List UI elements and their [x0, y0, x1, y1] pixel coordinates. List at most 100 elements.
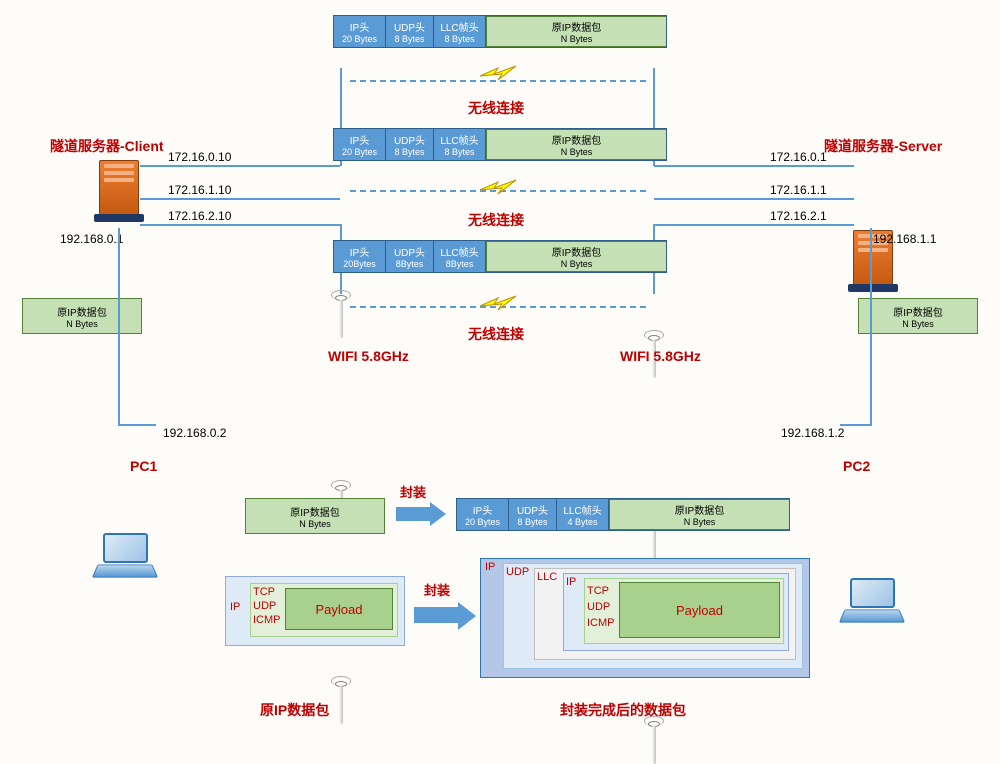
client-lan-ip: 192.168.0.1	[60, 232, 123, 246]
bolt-icon	[478, 62, 518, 86]
pc1-label: PC1	[130, 458, 157, 474]
line-link2-r	[654, 224, 854, 226]
seg: N Bytes	[299, 519, 331, 529]
seg: 8 Bytes	[444, 34, 474, 44]
seg: 8Bytes	[396, 259, 424, 269]
payload-label: Payload	[316, 602, 363, 617]
seg: 8 Bytes	[394, 147, 424, 157]
seg: UDP头	[394, 244, 425, 259]
icmp-label: ICMP	[253, 614, 281, 626]
bottom-orig-packet: 原IP数据包 N Bytes	[245, 498, 385, 534]
orig-h: 原IP数据包	[57, 304, 106, 319]
seg: LLC帧头	[563, 502, 601, 517]
bolt-icon	[478, 176, 518, 200]
line-link2-l	[140, 224, 340, 226]
encap-label-2: 封装	[424, 580, 450, 599]
seg: UDP头	[394, 19, 425, 34]
ip-s1: 172.16.1.1	[770, 183, 827, 197]
wireless-2: 无线连接	[468, 324, 524, 344]
pc2-ip: 192.168.1.2	[781, 426, 841, 440]
orig-packet-left: 原IP数据包 N Bytes	[22, 298, 142, 334]
seg: UDP头	[394, 132, 425, 147]
seg: 20Bytes	[343, 259, 376, 269]
udp-in-label: UDP	[587, 601, 610, 613]
seg: 原IP数据包	[552, 132, 601, 147]
icmp-in-label: ICMP	[587, 617, 615, 629]
seg: 原IP数据包	[552, 19, 601, 34]
arrow-encap-1	[396, 502, 446, 526]
seg: 20 Bytes	[342, 34, 377, 44]
llc-out-label: LLC	[537, 571, 557, 583]
nested-left: IP TCP UDP ICMP Payload	[225, 576, 405, 646]
seg: IP头	[350, 132, 369, 147]
seg: 原IP数据包	[290, 504, 339, 519]
ip-in-label: IP	[566, 576, 576, 588]
seg: 8Bytes	[446, 259, 474, 269]
seg: N Bytes	[561, 34, 593, 44]
wireless-1: 无线连接	[468, 210, 524, 230]
ip-out-label: IP	[485, 561, 495, 573]
tcp-in-label: TCP	[587, 585, 609, 597]
line-pc1-h	[118, 424, 156, 426]
seg: 8 Bytes	[394, 34, 424, 44]
orig-packet-right: 原IP数据包 N Bytes	[858, 298, 978, 334]
ip-c1: 172.16.1.10	[168, 183, 231, 197]
seg: 4 Bytes	[567, 517, 597, 527]
seg: LLC帧头	[440, 244, 478, 259]
laptop-pc2-icon	[842, 578, 902, 623]
seg: N Bytes	[561, 147, 593, 157]
line-server-down	[870, 228, 872, 426]
seg: LLC帧头	[440, 19, 478, 34]
packet-row-0: IP头20 Bytes UDP头8 Bytes LLC帧头8 Bytes 原IP…	[333, 15, 667, 48]
antenna-icon	[648, 718, 660, 758]
server-client-icon	[99, 160, 139, 230]
seg: N Bytes	[684, 517, 716, 527]
payload-in-label: Payload	[676, 603, 723, 618]
line-pc2-h	[840, 424, 872, 426]
arrow-encap-2	[414, 600, 474, 628]
seg: 8 Bytes	[444, 147, 474, 157]
packet-row-1: IP头20 Bytes UDP头8 Bytes LLC帧头8 Bytes 原IP…	[333, 128, 667, 161]
line-link0-l	[140, 165, 340, 167]
seg: LLC帧头	[440, 132, 478, 147]
packet-row-2: IP头20Bytes UDP头8Bytes LLC帧头8Bytes 原IP数据包…	[333, 240, 667, 273]
seg: UDP头	[517, 502, 548, 517]
laptop-pc1-icon	[95, 533, 155, 578]
seg: IP头	[473, 502, 492, 517]
seg: 原IP数据包	[675, 502, 724, 517]
pc2-label: PC2	[843, 458, 870, 474]
server-lan-ip: 192.168.1.1	[873, 232, 936, 246]
line-link1-r	[654, 198, 854, 200]
ip-s0: 172.16.0.1	[770, 150, 827, 164]
seg: 20 Bytes	[465, 517, 500, 527]
ip-s2: 172.16.2.1	[770, 209, 827, 223]
bottom-encap-packet: IP头20 Bytes UDP头8 Bytes LLC帧头4 Bytes 原IP…	[456, 498, 790, 531]
bottom-orig-label: 原IP数据包	[260, 700, 329, 720]
seg: IP头	[350, 19, 369, 34]
pc1-ip: 192.168.0.2	[163, 426, 226, 440]
bolt-icon	[478, 292, 518, 316]
orig-b: N Bytes	[66, 319, 98, 329]
seg: 原IP数据包	[552, 244, 601, 259]
seg: 20 Bytes	[342, 147, 377, 157]
ip-label: IP	[230, 601, 240, 613]
ip-c0: 172.16.0.10	[168, 150, 231, 164]
wifi-right: WIFI 5.8GHz	[620, 348, 701, 364]
seg: IP头	[350, 244, 369, 259]
line-link0-r	[654, 165, 854, 167]
tcp-label: TCP	[253, 586, 275, 598]
tunnel-client-label: 隧道服务器-Client	[50, 136, 164, 156]
bottom-final-label: 封装完成后的数据包	[560, 700, 686, 720]
udp-label: UDP	[253, 600, 276, 612]
antenna-icon	[335, 678, 347, 718]
tunnel-server-label: 隧道服务器-Server	[824, 136, 942, 156]
udp-out-label: UDP	[506, 566, 529, 578]
wireless-0: 无线连接	[468, 98, 524, 118]
encap-label-1: 封装	[400, 482, 426, 501]
nested-right: IP UDP LLC IP TCP UDP ICMP Payload	[480, 558, 810, 678]
ip-c2: 172.16.2.10	[168, 209, 231, 223]
line-link1-l	[140, 198, 340, 200]
antenna-icon	[335, 292, 347, 332]
line-client-down	[118, 228, 120, 426]
orig-h: 原IP数据包	[893, 304, 942, 319]
